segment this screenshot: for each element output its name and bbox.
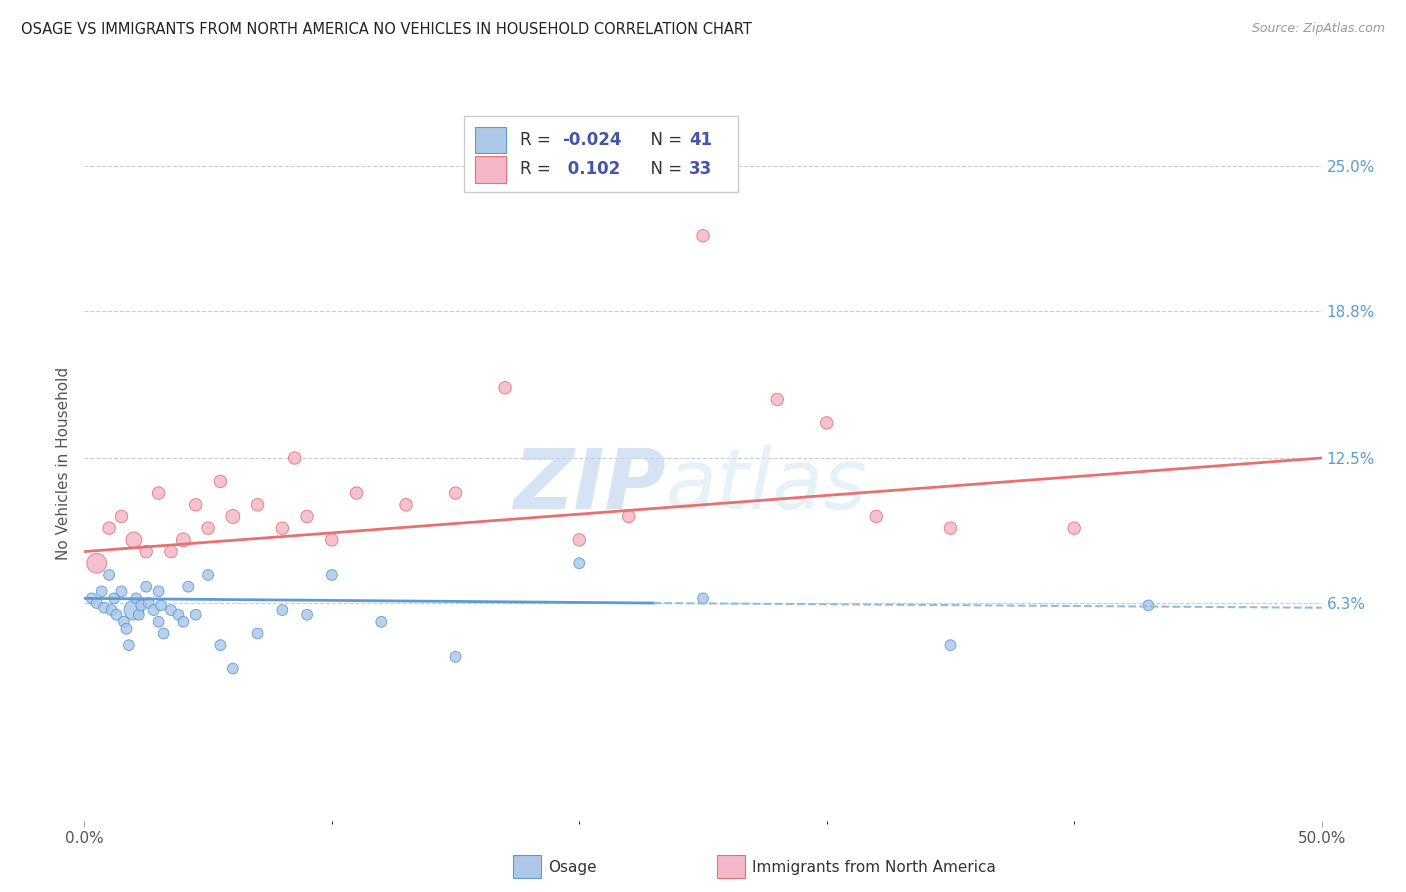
Point [138,596,160,610]
Point [766,392,789,407]
Text: R =: R = [520,161,557,178]
Point [93,600,115,615]
Point [568,556,591,570]
Text: R =: R = [520,131,557,149]
Point [346,486,368,500]
Point [692,591,714,606]
Point [222,662,245,676]
Point [395,498,418,512]
Text: Immigrants from North America: Immigrants from North America [752,860,995,874]
Point [152,626,174,640]
Point [321,533,343,547]
Point [118,638,141,652]
Point [122,603,145,617]
Point [1137,599,1160,613]
Text: Source: ZipAtlas.com: Source: ZipAtlas.com [1251,22,1385,36]
Point [98,521,121,535]
Point [444,649,467,664]
Point [209,475,232,489]
Point [246,626,269,640]
Point [90,584,112,599]
Point [160,603,183,617]
Text: N =: N = [640,131,688,149]
Point [80,591,103,606]
Point [284,450,307,465]
Text: OSAGE VS IMMIGRANTS FROM NORTH AMERICA NO VEHICLES IN HOUSEHOLD CORRELATION CHAR: OSAGE VS IMMIGRANTS FROM NORTH AMERICA N… [21,22,752,37]
Point [295,607,318,622]
Point [246,498,269,512]
Point [167,607,190,622]
Text: 41: 41 [689,131,711,149]
Text: atlas: atlas [666,445,868,525]
Point [494,381,516,395]
Point [222,509,245,524]
Point [100,603,122,617]
Point [295,509,318,524]
Point [209,638,232,652]
Point [865,509,887,524]
Point [271,603,294,617]
Text: Osage: Osage [548,860,598,874]
Point [110,509,132,524]
Point [172,533,194,547]
Point [1063,521,1085,535]
Point [86,556,108,570]
Point [135,580,157,594]
Point [115,622,138,636]
Point [172,615,194,629]
Text: 33: 33 [689,161,713,178]
Point [321,568,343,582]
Point [148,615,170,629]
Point [197,521,219,535]
Point [103,591,125,606]
Text: 0.102: 0.102 [562,161,620,178]
Point [939,638,962,652]
Point [271,521,294,535]
Point [86,596,108,610]
Point [184,498,207,512]
Point [128,607,150,622]
Point [184,607,207,622]
Point [150,599,173,613]
Point [105,607,128,622]
Point [568,533,591,547]
Point [815,416,838,430]
Point [177,580,200,594]
Point [370,615,392,629]
Point [197,568,219,582]
Point [135,544,157,558]
Text: -0.024: -0.024 [562,131,621,149]
Point [129,599,152,613]
Point [160,544,183,558]
Y-axis label: No Vehicles in Household: No Vehicles in Household [56,368,72,560]
Point [692,228,714,243]
Point [148,486,170,500]
Point [617,509,640,524]
Point [110,584,132,599]
Point [112,615,135,629]
Point [939,521,962,535]
Point [444,486,467,500]
Text: N =: N = [640,161,688,178]
Text: ZIP: ZIP [513,445,666,525]
Point [122,533,145,547]
Point [148,584,170,599]
Point [142,603,165,617]
Point [98,568,121,582]
Point [125,591,148,606]
